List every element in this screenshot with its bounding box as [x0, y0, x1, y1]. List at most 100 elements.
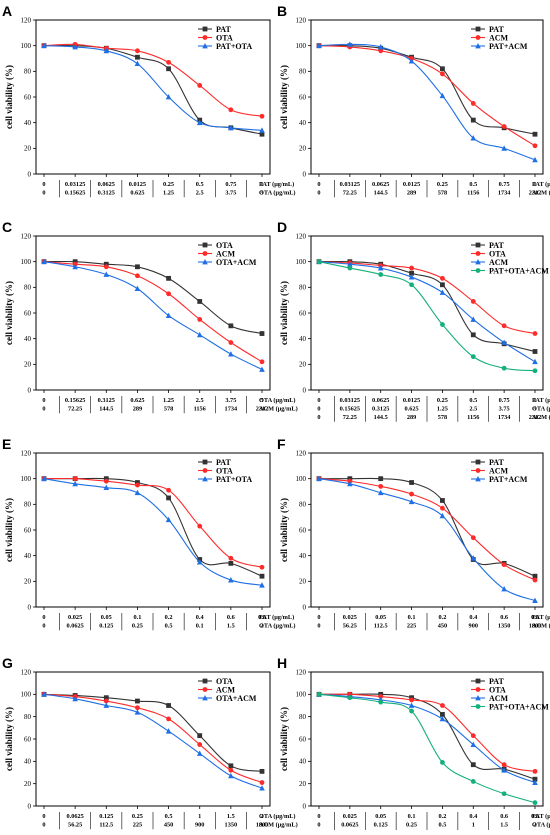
dose-value: 0.25 — [163, 181, 174, 188]
y-tick-label: 0 — [303, 170, 307, 178]
series-line — [318, 45, 536, 147]
y-tick-label: 100 — [21, 42, 32, 50]
dose-value: 0.1 — [408, 813, 416, 820]
dose-value: 1156 — [194, 406, 206, 413]
data-point — [439, 715, 446, 722]
legend-entry: OTA — [489, 249, 506, 258]
data-point — [103, 698, 109, 704]
data-point — [532, 779, 538, 785]
data-point — [377, 43, 384, 50]
y-tick-label: 80 — [299, 501, 307, 509]
y-axis-title: cell viability (%) — [4, 65, 14, 129]
data-point — [316, 475, 322, 482]
data-point — [377, 489, 384, 496]
panel-letter: H — [277, 655, 287, 671]
data-point — [470, 733, 476, 739]
data-point — [228, 767, 234, 773]
dose-value: 1350 — [498, 623, 511, 630]
legend-entry: OTA — [216, 241, 233, 250]
y-tick-label: 80 — [299, 713, 307, 721]
data-point — [197, 742, 203, 747]
series-pat-ota-acm — [316, 691, 538, 806]
data-point — [501, 339, 507, 345]
dose-value: 1800 — [529, 623, 542, 630]
dose-row-name: OTA (μg/mL) — [259, 190, 296, 197]
data-point — [228, 323, 234, 329]
legend-marker — [202, 476, 208, 482]
data-point — [135, 54, 140, 60]
data-point — [197, 83, 203, 88]
legend-entry: OTA+ACM — [216, 694, 257, 703]
legend-marker — [202, 242, 208, 248]
dose-value: 0.6 — [500, 813, 508, 820]
data-point — [259, 780, 265, 785]
data-point — [134, 60, 141, 67]
data-point — [103, 476, 109, 482]
legend-entry: PAT — [489, 677, 504, 686]
data-point — [41, 42, 47, 49]
legend-entry: ACM — [489, 694, 509, 703]
dose-value: 0.0125 — [403, 397, 420, 404]
dose-value: 2312 — [256, 406, 269, 413]
dose-value: 0 — [317, 614, 320, 621]
dose-value: 0.05 — [101, 614, 112, 621]
dose-value: 0.03125 — [340, 397, 360, 404]
data-point — [440, 66, 445, 72]
dose-value: 0.625 — [130, 397, 144, 404]
series-ota-acm — [41, 691, 265, 791]
dose-row-name: OTA (μg/mL) — [259, 397, 296, 404]
legend-entry: PAT — [489, 241, 504, 250]
y-tick-label: 120 — [296, 449, 307, 457]
data-point — [440, 498, 445, 503]
dose-value: 900 — [469, 623, 478, 630]
data-point — [228, 577, 234, 583]
y-tick-label: 100 — [21, 258, 32, 266]
dose-value: 1 — [533, 181, 536, 188]
dose-value: 2312 — [529, 414, 542, 421]
data-point — [440, 282, 445, 288]
y-tick-label: 80 — [24, 713, 32, 721]
data-point — [347, 41, 353, 47]
data-point — [197, 299, 203, 304]
data-point — [103, 261, 109, 267]
data-point — [72, 480, 78, 487]
data-point — [347, 265, 353, 271]
series-line — [43, 693, 263, 784]
dose-value: 0 — [317, 813, 320, 820]
dose-value: 0.0625 — [372, 397, 389, 404]
data-point — [501, 124, 507, 129]
dose-value: 1156 — [467, 414, 479, 421]
data-point — [440, 71, 445, 77]
data-point — [408, 498, 415, 505]
y-tick-label: 60 — [299, 526, 307, 534]
y-tick-label: 60 — [24, 309, 32, 317]
dose-value: 56.25 — [343, 623, 357, 630]
panel-letter: C — [2, 219, 12, 235]
series-acm — [316, 476, 538, 583]
data-point — [103, 695, 109, 701]
dose-value: 144.5 — [374, 190, 388, 197]
data-point — [103, 702, 110, 708]
legend-marker — [202, 43, 208, 49]
dose-value: 1.5 — [500, 822, 508, 829]
series-pat-ota-acm — [316, 259, 538, 374]
dose-value: 0.125 — [99, 813, 113, 820]
data-point — [532, 358, 538, 365]
data-point — [166, 291, 171, 297]
data-point — [470, 135, 477, 141]
dose-value: 112.5 — [99, 822, 113, 829]
dose-value: 0.25 — [437, 397, 448, 404]
dose-value: 578 — [438, 414, 447, 421]
data-point — [228, 124, 234, 131]
dose-value: 1.25 — [163, 397, 174, 404]
series-line — [43, 477, 263, 568]
dose-value: 0 — [317, 414, 320, 421]
legend-marker — [475, 259, 481, 265]
legend-entry: ACM — [489, 466, 509, 475]
data-point — [197, 733, 203, 739]
